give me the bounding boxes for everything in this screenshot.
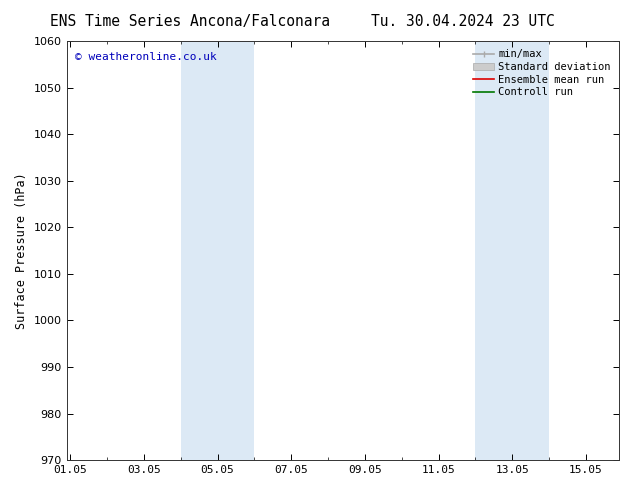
- Text: © weatheronline.co.uk: © weatheronline.co.uk: [75, 51, 217, 62]
- Text: Tu. 30.04.2024 23 UTC: Tu. 30.04.2024 23 UTC: [371, 14, 555, 29]
- Y-axis label: Surface Pressure (hPa): Surface Pressure (hPa): [15, 172, 28, 329]
- Bar: [181, 41, 254, 460]
- Legend: min/max, Standard deviation, Ensemble mean run, Controll run: min/max, Standard deviation, Ensemble me…: [470, 46, 614, 100]
- Bar: [476, 41, 549, 460]
- Text: ENS Time Series Ancona/Falconara: ENS Time Series Ancona/Falconara: [50, 14, 330, 29]
